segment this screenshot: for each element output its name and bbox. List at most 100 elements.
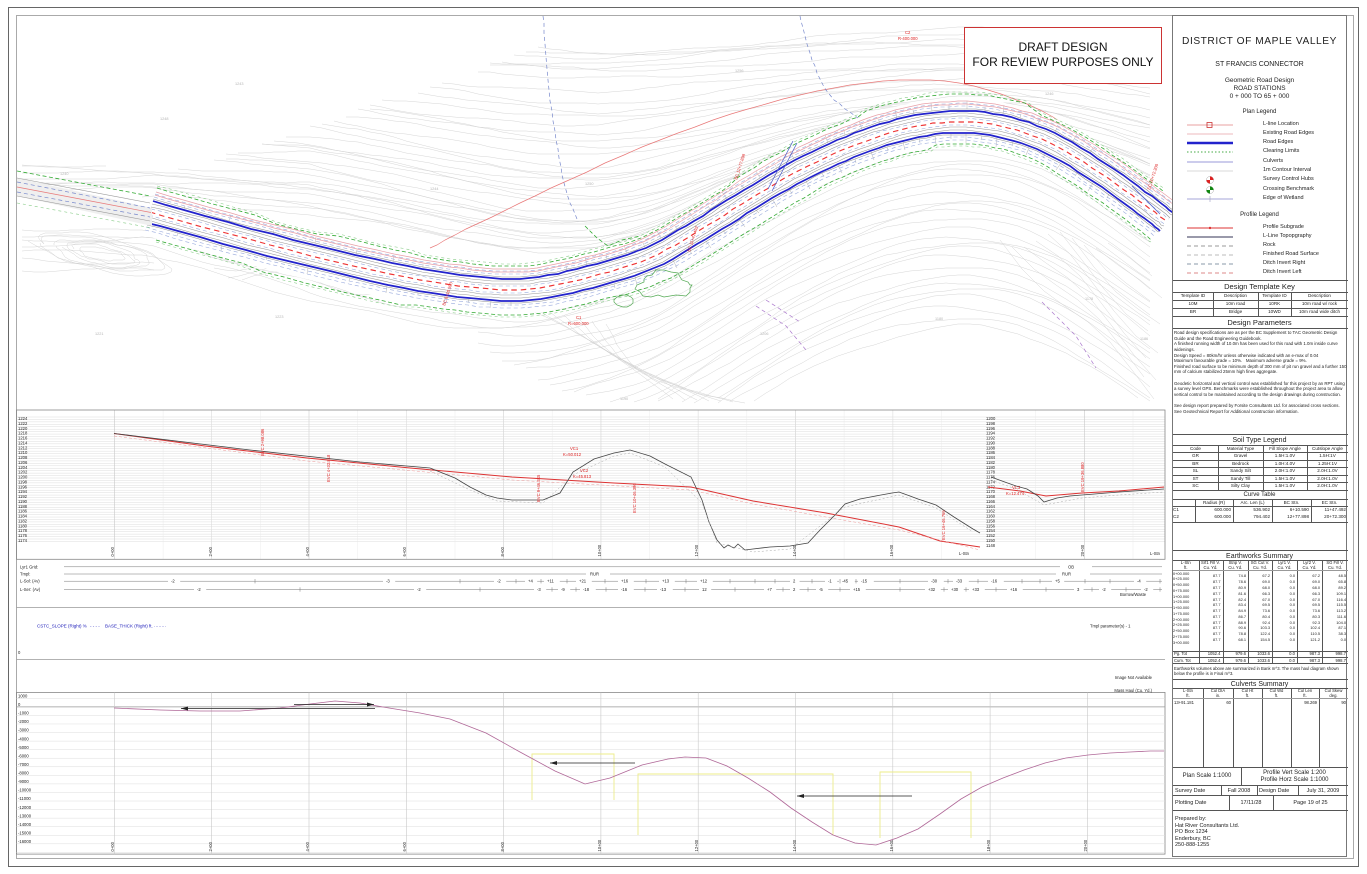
svg-text:1162: 1162 xyxy=(986,509,996,514)
svg-text:-3000: -3000 xyxy=(18,728,29,733)
svg-text:1176: 1176 xyxy=(18,533,28,538)
svg-text:-1: -1 xyxy=(828,579,832,584)
svg-text:L-Sol: (Av): L-Sol: (Av) xyxy=(20,579,40,584)
svg-text:1180: 1180 xyxy=(986,465,996,470)
svg-text:1256: 1256 xyxy=(735,69,743,73)
svg-text:1184: 1184 xyxy=(986,455,996,460)
svg-text:+16: +16 xyxy=(621,579,629,584)
svg-text:K=45.813: K=45.813 xyxy=(573,474,592,479)
svg-text:1244: 1244 xyxy=(430,187,438,191)
svg-text:0: 0 xyxy=(18,702,21,707)
svg-text:L-Stn: L-Stn xyxy=(1150,551,1161,556)
svg-text:10+00: 10+00 xyxy=(597,544,602,556)
svg-text:1178: 1178 xyxy=(18,528,28,533)
svg-text:1223: 1223 xyxy=(275,315,283,319)
svg-text:-16: -16 xyxy=(621,587,628,592)
svg-text:+12: +12 xyxy=(700,579,708,584)
svg-text:12+00: 12+00 xyxy=(694,839,699,851)
svg-text:1180: 1180 xyxy=(935,317,943,321)
svg-text:-15: -15 xyxy=(861,579,868,584)
svg-text:OB: OB xyxy=(1068,564,1074,569)
svg-text:16+00: 16+00 xyxy=(889,544,894,556)
svg-text:1206: 1206 xyxy=(760,332,768,336)
svg-text:L-Stn: L-Stn xyxy=(959,551,970,556)
svg-text:-15000: -15000 xyxy=(18,831,32,836)
svg-text:Tmpl:: Tmpl: xyxy=(20,572,30,577)
svg-text:1206: 1206 xyxy=(18,460,28,465)
svg-text:12: 12 xyxy=(702,587,707,592)
svg-text:14+00: 14+00 xyxy=(792,839,797,851)
svg-text:-2: -2 xyxy=(1102,587,1106,592)
svg-text:12+00: 12+00 xyxy=(694,544,699,556)
svg-text:20+00: 20+00 xyxy=(1083,839,1088,851)
svg-text:-18: -18 xyxy=(583,587,590,592)
svg-text:1250: 1250 xyxy=(585,182,593,186)
svg-text:1180: 1180 xyxy=(18,523,28,528)
svg-text:1168: 1168 xyxy=(986,494,996,499)
svg-text:Tmpl parameter(s) - 1: Tmpl parameter(s) - 1 xyxy=(1090,624,1131,629)
svg-text:+30: +30 xyxy=(951,587,959,592)
svg-text:R-400.000: R-400.000 xyxy=(898,36,918,41)
svg-text:K=50.012: K=50.012 xyxy=(563,452,582,457)
svg-text:18+00: 18+00 xyxy=(986,839,991,851)
svg-text:EVC 4+32.818: EVC 4+32.818 xyxy=(326,454,331,482)
svg-text:1172: 1172 xyxy=(986,484,996,489)
svg-text:1198: 1198 xyxy=(18,479,28,484)
svg-text:1194: 1194 xyxy=(986,431,996,436)
svg-text:-33: -33 xyxy=(956,579,963,584)
svg-text:1222: 1222 xyxy=(18,421,28,426)
svg-text:3: 3 xyxy=(1077,587,1080,592)
svg-text:1196: 1196 xyxy=(18,484,28,489)
svg-text:14+00: 14+00 xyxy=(792,544,797,556)
svg-text:-16: -16 xyxy=(991,579,998,584)
svg-text:1176: 1176 xyxy=(986,475,996,480)
svg-text:1158: 1158 xyxy=(986,519,996,524)
svg-text:+33: +33 xyxy=(972,587,980,592)
svg-text:1170: 1170 xyxy=(986,489,996,494)
svg-text:1224: 1224 xyxy=(18,416,28,421)
svg-text:6+00: 6+00 xyxy=(402,546,407,556)
svg-text:VC2: VC2 xyxy=(580,468,589,473)
svg-text:C1: C1 xyxy=(576,315,582,320)
svg-text:6+00: 6+00 xyxy=(402,841,407,851)
svg-text:-11000: -11000 xyxy=(18,796,31,801)
svg-text:-45: -45 xyxy=(842,579,849,584)
svg-text:1186: 1186 xyxy=(1140,337,1148,341)
svg-text:0: 0 xyxy=(18,650,21,655)
svg-text:Lyr1 Grid:: Lyr1 Grid: xyxy=(20,564,38,569)
svg-text:1204: 1204 xyxy=(18,465,28,470)
svg-text:2+00: 2+00 xyxy=(208,546,213,556)
svg-text:1184: 1184 xyxy=(18,514,28,519)
svg-text:-5: -5 xyxy=(819,587,823,592)
svg-text:1246: 1246 xyxy=(1045,92,1053,96)
svg-text:EVC 10+46.396: EVC 10+46.396 xyxy=(632,483,637,513)
svg-text:8+00: 8+00 xyxy=(500,546,505,556)
svg-text:+11: +11 xyxy=(547,579,554,584)
svg-text:4+00: 4+00 xyxy=(305,841,310,851)
svg-text:EVC 16+46.765: EVC 16+46.765 xyxy=(941,510,946,540)
svg-text:1210: 1210 xyxy=(18,450,28,455)
svg-text:2: 2 xyxy=(793,587,796,592)
svg-text:1192: 1192 xyxy=(986,436,996,441)
svg-text:BVC 9+46.345: BVC 9+46.345 xyxy=(536,474,541,502)
svg-text:1000: 1000 xyxy=(18,694,28,699)
svg-text:16+00: 16+00 xyxy=(889,839,894,851)
svg-text:1160: 1160 xyxy=(986,514,996,519)
svg-text:1190: 1190 xyxy=(986,440,996,445)
svg-text:1240: 1240 xyxy=(60,172,68,176)
svg-text:C2: C2 xyxy=(905,30,911,35)
svg-text:1178: 1178 xyxy=(986,470,996,475)
svg-text:-12000: -12000 xyxy=(18,805,32,810)
svg-text:1148: 1148 xyxy=(986,543,996,548)
svg-text:-4000: -4000 xyxy=(18,736,29,741)
svg-text:-6000: -6000 xyxy=(18,753,29,758)
svg-text:-9000: -9000 xyxy=(18,779,29,784)
svg-text:1243: 1243 xyxy=(235,82,243,86)
svg-text:10+00: 10+00 xyxy=(597,839,602,851)
svg-text:+32: +32 xyxy=(928,587,936,592)
svg-text:1248: 1248 xyxy=(160,117,168,121)
svg-text:+4: +4 xyxy=(528,579,533,584)
svg-text:-13000: -13000 xyxy=(18,813,32,818)
svg-text:-2: -2 xyxy=(1144,587,1148,592)
svg-text:1182: 1182 xyxy=(986,460,996,465)
